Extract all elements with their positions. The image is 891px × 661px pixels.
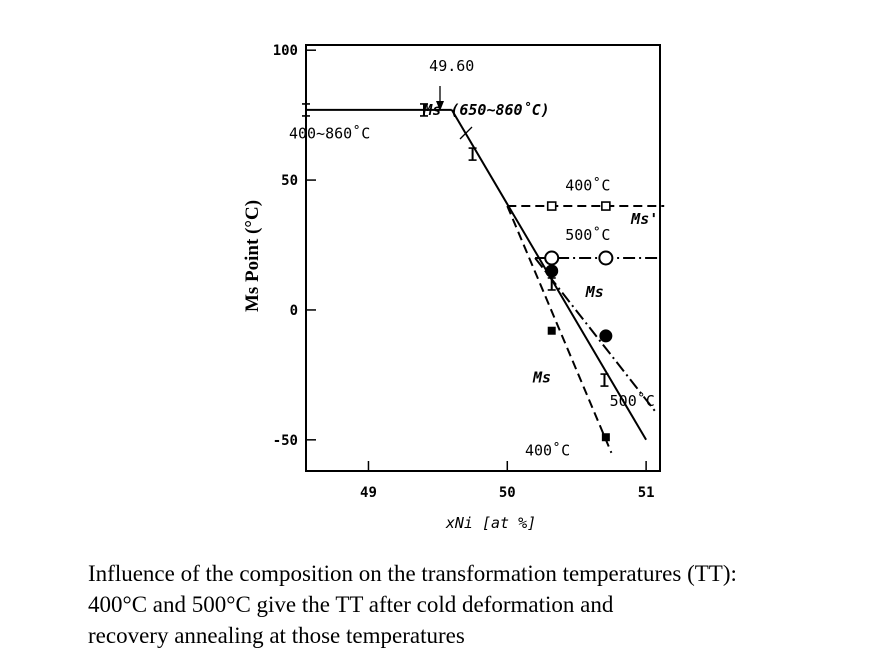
annotation-label: Ms' xyxy=(630,210,658,228)
series-line-5 xyxy=(534,257,658,415)
annotation-label: 400˚C xyxy=(565,176,610,194)
y-tick-label: 100 xyxy=(273,43,298,59)
errorbar-marker xyxy=(600,373,609,387)
pointer-ms-label xyxy=(459,126,473,140)
y-tick-label: 50 xyxy=(281,173,298,189)
errorbar-marker xyxy=(547,277,556,291)
annotation-label: Ms (650~860˚C) xyxy=(422,101,549,119)
x-tick-label: 49 xyxy=(360,485,377,501)
caption-line: recovery annealing at those temperatures xyxy=(88,623,465,648)
plot-frame xyxy=(305,44,661,472)
x-tick-label: 51 xyxy=(638,485,655,501)
errorbar-marker xyxy=(302,103,310,117)
y-tick-label: -50 xyxy=(273,433,298,449)
open-square-marker xyxy=(546,201,557,211)
annotation-label: 500˚C xyxy=(565,226,610,244)
errorbar-marker xyxy=(468,147,477,161)
filled-square-marker xyxy=(601,433,610,442)
annotation-label: Ms xyxy=(585,283,604,301)
x-tick-label: 50 xyxy=(499,485,516,501)
filled-circle-marker xyxy=(599,329,613,343)
x-axis: 49 50 51 xyxy=(360,461,655,501)
caption-line: Influence of the composition on the tran… xyxy=(88,561,737,586)
open-circle-marker xyxy=(598,250,614,266)
marker-layer xyxy=(302,103,614,442)
caption-line: 400°C and 500°C give the TT after cold d… xyxy=(88,592,614,617)
annotation-label: 400˚C xyxy=(525,441,570,459)
annotation-label: Ms xyxy=(532,369,551,387)
filled-square-marker xyxy=(547,326,556,335)
x-axis-label: xNi [at %] xyxy=(445,514,536,532)
y-tick-label: 0 xyxy=(290,303,298,319)
y-axis-label: Ms Point (°C) xyxy=(242,200,263,312)
figure-caption: Influence of the composition on the tran… xyxy=(88,558,878,651)
annotation-layer: 49.60 400~860˚C Ms (650~860˚C) 400˚C Ms' 500˚… xyxy=(289,57,658,459)
pointer-arrowhead xyxy=(436,101,444,111)
annotation-label: 400~860˚C xyxy=(289,125,370,143)
open-square-marker xyxy=(601,201,611,211)
filled-circle-marker xyxy=(545,264,559,278)
annotation-label: 500˚C xyxy=(610,392,655,410)
series-line-3 xyxy=(506,205,613,454)
annotation-label: 49.60 xyxy=(429,57,474,75)
errorbar-marker xyxy=(420,103,428,117)
open-circle-marker xyxy=(544,250,560,266)
y-axis: 100 50 0 -50 xyxy=(273,43,316,449)
